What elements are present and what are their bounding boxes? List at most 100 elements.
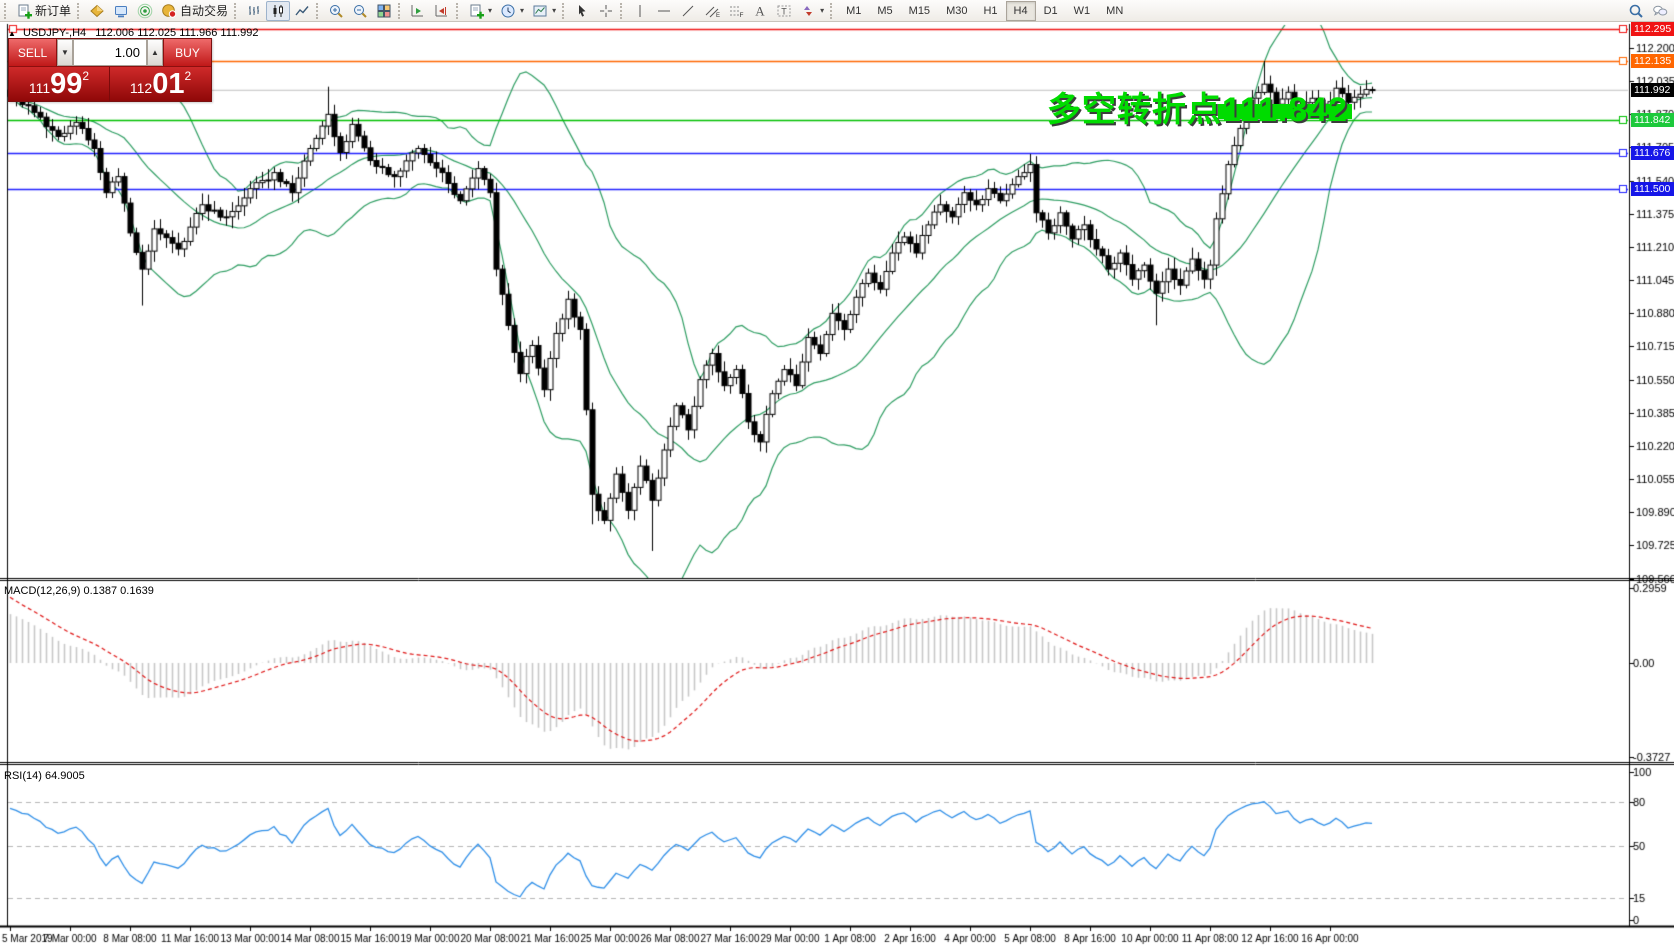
auto-scroll-button[interactable] bbox=[430, 1, 454, 21]
search-button[interactable] bbox=[1624, 1, 1648, 21]
cursor-button[interactable] bbox=[570, 1, 594, 21]
buy-price-prefix: 112 bbox=[129, 80, 153, 96]
channel-button[interactable]: E bbox=[700, 1, 724, 21]
toolbar-grip bbox=[620, 2, 626, 19]
sell-button[interactable]: SELL bbox=[9, 39, 57, 66]
zoomin-icon bbox=[330, 4, 343, 18]
buy-price-sup: 2 bbox=[184, 69, 192, 83]
svg-text:E: E bbox=[716, 13, 720, 19]
chart-window: ▲ USDJPY-,H4 112.006 112.025 111.966 111… bbox=[0, 22, 1674, 945]
trend-icon bbox=[682, 5, 694, 16]
signals-button[interactable] bbox=[133, 1, 157, 21]
bars-icon bbox=[249, 5, 260, 15]
toolbar-grip bbox=[830, 2, 836, 19]
timeframe-m15-button[interactable]: M15 bbox=[908, 4, 931, 17]
sell-price-prefix: 111 bbox=[28, 80, 51, 96]
buy-button[interactable]: BUY bbox=[163, 39, 211, 66]
trendline-button[interactable] bbox=[676, 1, 700, 21]
toolbar-grip bbox=[398, 2, 404, 19]
toolbox-button[interactable] bbox=[85, 1, 109, 21]
collapse-panel-icon[interactable]: ▲ bbox=[8, 29, 16, 38]
doc_plus-icon bbox=[18, 4, 32, 19]
symbol-title: USDJPY-,H4 bbox=[22, 27, 87, 39]
textT-icon: T bbox=[777, 5, 791, 16]
timeframe-d1-button[interactable]: D1 bbox=[1043, 4, 1058, 17]
market-watch-button[interactable] bbox=[109, 1, 133, 21]
price-line-label: 112.135 bbox=[1631, 54, 1674, 68]
chat-icon bbox=[1653, 5, 1668, 16]
chart-canvas[interactable] bbox=[0, 22, 1674, 945]
sell-price-button[interactable]: 111 99 2 bbox=[9, 67, 110, 101]
buy-price-button[interactable]: 112 01 2 bbox=[110, 67, 211, 101]
fibo-icon: F bbox=[730, 6, 744, 19]
candle-chart-button[interactable] bbox=[266, 0, 291, 21]
price-line-label: 111.842 bbox=[1631, 113, 1674, 127]
dropdown-caret-icon: ▾ bbox=[552, 6, 557, 15]
toolbar: 新订单 自动交易 ▾ ▾ ▾ E F A T ▾ M1 M5 M15 M30 H1 H4 D1 W1 MN bbox=[0, 0, 1674, 22]
toolbar-grip bbox=[456, 2, 462, 19]
zoom-out-button[interactable] bbox=[348, 1, 372, 21]
signal-icon bbox=[137, 3, 153, 18]
new-chart-button[interactable]: ▾ bbox=[464, 1, 496, 21]
volume-down-button[interactable]: ▼ bbox=[57, 39, 73, 66]
toolbar-grip bbox=[316, 2, 322, 19]
text-button[interactable]: A bbox=[748, 1, 772, 21]
candles-icon bbox=[273, 4, 284, 17]
volume-up-button[interactable]: ▲ bbox=[147, 39, 163, 66]
horizontal-line-button[interactable] bbox=[652, 1, 676, 21]
price-line-label: 111.676 bbox=[1631, 146, 1674, 160]
buy-price-big: 01 bbox=[152, 68, 185, 100]
template-icon bbox=[533, 5, 547, 16]
timeframe-m1-button[interactable]: M1 bbox=[846, 4, 862, 17]
timeframe-w1-button[interactable]: W1 bbox=[1073, 4, 1091, 17]
new-order-button-label: 新订单 bbox=[35, 4, 72, 18]
arrows-icon bbox=[804, 5, 813, 16]
crosshair-button[interactable] bbox=[594, 1, 618, 21]
vertical-line-button[interactable] bbox=[628, 1, 652, 21]
timeframe-m5-button[interactable]: M5 bbox=[877, 4, 893, 17]
tile-windows-button[interactable] bbox=[372, 1, 396, 21]
shift-icon bbox=[411, 4, 424, 16]
volume-input[interactable]: 1.00 bbox=[73, 39, 147, 66]
zoomout-icon bbox=[354, 4, 367, 18]
bar-chart-button[interactable] bbox=[242, 1, 266, 21]
timeframe-h4-button[interactable]: H4 bbox=[1005, 0, 1036, 21]
linechart-icon bbox=[295, 5, 309, 15]
cursor-icon bbox=[579, 4, 586, 17]
price-line-label: 112.295 bbox=[1631, 22, 1674, 36]
dropdown-caret-icon: ▾ bbox=[488, 6, 493, 15]
chart-annotation-highlight-bar[interactable] bbox=[1218, 104, 1352, 119]
zoom-in-button[interactable] bbox=[324, 1, 348, 21]
one-click-trade-panel: SELL ▼ 1.00 ▲ BUY 111 99 2 112 01 2 bbox=[8, 38, 212, 102]
autotrade-button-label: 自动交易 bbox=[180, 4, 229, 18]
dropdown-caret-icon: ▾ bbox=[520, 6, 525, 15]
text-label-button[interactable]: T bbox=[772, 1, 796, 21]
tile-icon bbox=[377, 4, 391, 17]
timeframe-mn-button[interactable]: MN bbox=[1106, 4, 1124, 17]
dropdown-caret-icon: ▾ bbox=[820, 6, 825, 15]
toolbar-grip bbox=[77, 2, 83, 19]
search-icon bbox=[1629, 4, 1643, 18]
templates-button[interactable]: ▾ bbox=[528, 1, 560, 21]
arrows-button[interactable]: ▾ bbox=[796, 1, 828, 21]
chat-button[interactable] bbox=[1648, 1, 1672, 21]
timeframe-h1-button[interactable]: H1 bbox=[983, 4, 998, 17]
periods-button[interactable]: ▾ bbox=[496, 1, 528, 21]
new-order-button[interactable]: 新订单 bbox=[12, 1, 75, 21]
autotrade-button[interactable]: 自动交易 bbox=[157, 1, 232, 21]
sell-price-sup: 2 bbox=[82, 69, 90, 83]
gold_box-icon bbox=[90, 4, 104, 17]
rsi-indicator-label: RSI(14) 64.9005 bbox=[4, 770, 85, 782]
fibonacci-button[interactable]: F bbox=[724, 1, 748, 21]
timeframe-m30-button[interactable]: M30 bbox=[946, 4, 968, 17]
current-price-label: 111.992 bbox=[1631, 83, 1674, 97]
line-chart-button[interactable] bbox=[290, 1, 314, 21]
chart-shift-button[interactable] bbox=[406, 1, 430, 21]
doc_plus-icon bbox=[470, 4, 485, 19]
svg-text:T: T bbox=[781, 6, 787, 16]
svg-text:F: F bbox=[740, 12, 744, 19]
toolbar-grip bbox=[234, 2, 240, 19]
price-line-label: 111.500 bbox=[1631, 182, 1674, 196]
chart-annotation-text[interactable]: 多空转折点111.842 bbox=[1046, 91, 1348, 129]
sell-price-big: 99 bbox=[50, 68, 83, 100]
